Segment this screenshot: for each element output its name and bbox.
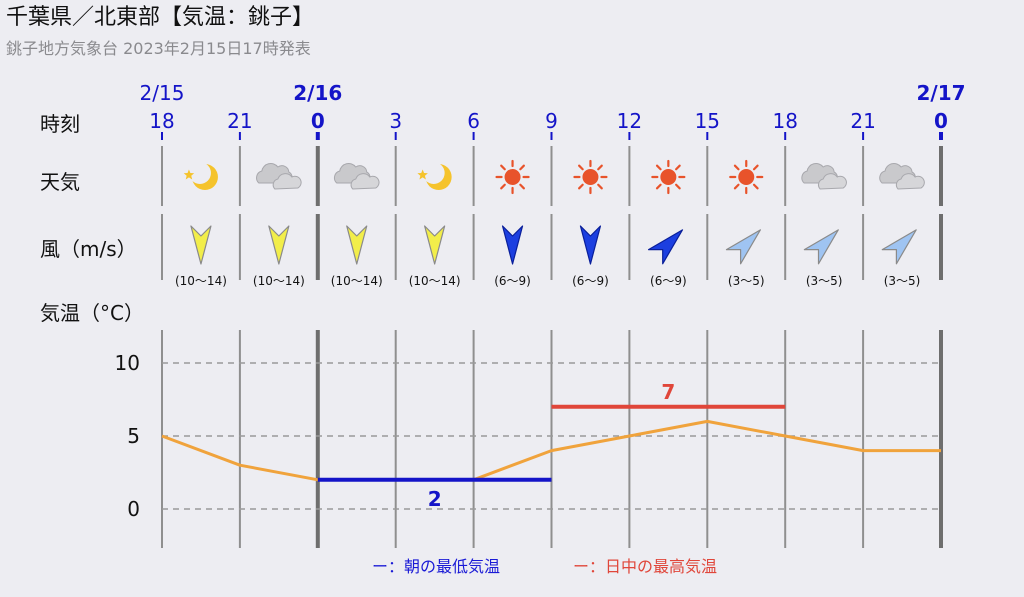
sun-ray: [578, 164, 584, 171]
wind-arrow-icon: [190, 225, 212, 265]
wind-row-label: 風（m/s）: [40, 237, 137, 261]
sun-ray: [519, 183, 525, 190]
wind-speed-label: (3～5): [806, 274, 843, 288]
max-temp-label: 7: [661, 380, 675, 404]
wind-arrow-icon: [579, 225, 602, 265]
time-row-label: 時刻: [40, 112, 80, 136]
wind-arrow-shape: [647, 229, 684, 265]
temperature-row-label: 気温（°C）: [40, 301, 144, 325]
wind-arrow-shape: [346, 225, 368, 265]
date-label: 2/16: [293, 81, 342, 105]
sun-ray: [519, 164, 525, 171]
hour-label: 6: [467, 109, 480, 133]
legend-max-temp: ー：日中の最高気温: [573, 557, 718, 576]
min-temp-label: 2: [428, 487, 442, 511]
hour-label: 0: [311, 109, 325, 133]
y-tick-label: 10: [115, 351, 140, 375]
hour-label: 21: [227, 109, 252, 133]
date-label: 2/17: [916, 81, 965, 105]
sun-ray: [733, 164, 740, 171]
sun-ray: [578, 183, 584, 190]
wind-speed-label: (6～9): [572, 274, 609, 288]
sun-core: [504, 169, 521, 185]
wind-speed-label: (6～9): [650, 274, 687, 288]
sun-ray: [733, 183, 740, 190]
moon-partly-cloudy-icon: [417, 162, 452, 190]
wind-speed-label: (3～5): [728, 274, 765, 288]
wind-arrow-shape: [579, 225, 602, 265]
star-shape: [417, 169, 428, 180]
cloudy-icon: [879, 163, 925, 190]
hour-label: 3: [389, 109, 402, 133]
sun-ray: [655, 183, 662, 190]
sun-ray: [752, 183, 759, 190]
weather-row-label: 天気: [40, 170, 80, 194]
moon-partly-cloudy-icon: [183, 162, 218, 190]
wind-speed-label: (10～14): [253, 274, 305, 288]
wind-speed-label: (10～14): [175, 274, 227, 288]
sunny-icon: [573, 159, 608, 195]
sun-ray: [675, 183, 681, 190]
wind-arrow-icon: [501, 225, 524, 265]
wind-arrow-icon: [803, 229, 839, 265]
cloudy-icon: [801, 163, 847, 190]
sun-ray: [500, 183, 506, 190]
sun-core: [660, 169, 677, 185]
sun-core: [738, 169, 755, 185]
hour-label: 21: [850, 109, 875, 133]
moon-cut: [188, 162, 211, 184]
hour-label: 12: [617, 109, 642, 133]
cloud-shape: [818, 173, 847, 190]
hour-label: 18: [772, 109, 797, 133]
wind-speed-label: (10～14): [331, 274, 383, 288]
wind-arrow-shape: [803, 229, 839, 265]
wind-arrow-icon: [346, 225, 368, 265]
wind-arrow-shape: [268, 225, 290, 265]
wind-arrow-shape: [190, 225, 212, 265]
sun-ray: [597, 183, 603, 190]
date-label: 2/15: [140, 81, 185, 105]
wind-speed-label: (10～14): [409, 274, 461, 288]
sunny-icon: [651, 159, 686, 195]
wind-arrow-icon: [725, 229, 761, 265]
sun-ray: [655, 164, 662, 171]
hour-label: 9: [545, 109, 558, 133]
legend-min-temp: ー：朝の最低気温: [372, 557, 501, 576]
sun-ray: [675, 164, 681, 171]
y-tick-label: 5: [127, 424, 140, 448]
cloud-shape: [272, 173, 302, 190]
sun-ray: [500, 164, 506, 171]
wind-arrow-shape: [725, 229, 761, 265]
wind-arrow-icon: [268, 225, 290, 265]
wind-arrow-icon: [881, 229, 917, 265]
sun-ray: [597, 164, 603, 171]
sunny-icon: [729, 159, 764, 195]
wind-arrow-icon: [647, 229, 684, 265]
wind-arrow-shape: [424, 225, 446, 265]
sunny-icon: [495, 159, 530, 195]
cloud-shape: [350, 173, 380, 190]
wind-speed-label: (3～5): [884, 274, 921, 288]
wind-arrow-shape: [501, 225, 524, 265]
y-tick-label: 0: [127, 497, 140, 521]
page-title: 千葉県／北東部【気温：銚子】: [6, 5, 315, 30]
star-shape: [183, 169, 195, 180]
hour-label: 0: [934, 109, 948, 133]
hour-label: 15: [695, 109, 720, 133]
moon-cut: [422, 162, 445, 184]
sun-ray: [752, 164, 759, 171]
wind-arrow-shape: [881, 229, 917, 265]
wind-speed-label: (6～9): [494, 274, 531, 288]
cloudy-icon: [333, 163, 380, 190]
wind-arrow-icon: [424, 225, 446, 265]
cloudy-icon: [256, 163, 302, 190]
cloud-shape: [895, 173, 925, 190]
hour-label: 18: [149, 109, 174, 133]
page-subtitle: 銚子地方気象台 2023年2月15日17時発表: [6, 39, 311, 58]
sun-core: [582, 169, 599, 185]
